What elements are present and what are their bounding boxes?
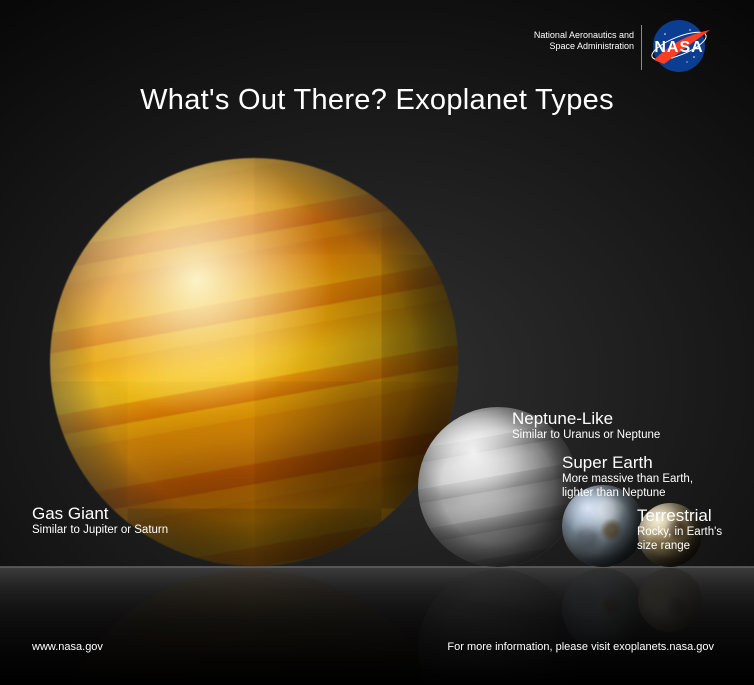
label-gas-giant-desc: Similar to Jupiter or Saturn [32,524,168,538]
credit-line-1: National Aeronautics and [534,30,634,40]
label-super-earth: Super Earth More massive than Earth,ligh… [562,453,693,501]
label-neptune-like-desc: Similar to Uranus or Neptune [512,429,660,443]
nasa-logo-icon: NASA [650,18,714,79]
label-gas-giant: Gas Giant Similar to Jupiter or Saturn [32,504,168,538]
label-super-earth-name: Super Earth [562,453,693,473]
logo-text: NASA [654,39,703,56]
logo-divider [641,25,642,70]
label-terrestrial-desc: Rocky, in Earth'ssize range [637,526,722,554]
label-terrestrial: Terrestrial Rocky, in Earth'ssize range [637,506,722,554]
reflection-area [0,567,754,685]
label-super-earth-desc: More massive than Earth,lighter than Nep… [562,473,693,501]
infographic-stage: National Aeronautics and Space Administr… [0,0,754,685]
label-gas-giant-name: Gas Giant [32,504,168,524]
credit-line-2: Space Administration [549,41,634,51]
more-info-prefix: For more information, please visit [447,641,613,653]
agency-credit: National Aeronautics and Space Administr… [534,30,634,52]
reflection-fade [0,567,754,685]
label-terrestrial-name: Terrestrial [637,506,722,526]
label-neptune-like: Neptune-Like Similar to Uranus or Neptun… [512,409,660,443]
label-neptune-like-name: Neptune-Like [512,409,660,429]
website-url: www.nasa.gov [32,641,103,653]
more-info-link: exoplanets.nasa.gov [613,641,714,653]
infographic-title: What's Out There? Exoplanet Types [0,84,754,117]
more-info-text: For more information, please visit exopl… [447,641,714,653]
